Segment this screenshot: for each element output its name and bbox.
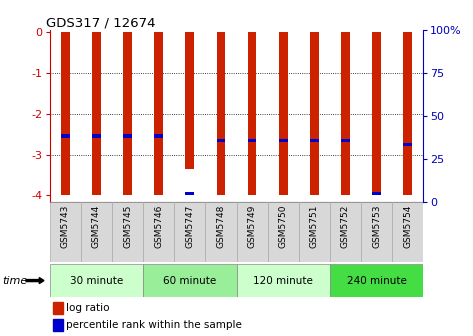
Text: GSM5752: GSM5752 <box>341 205 350 248</box>
Bar <box>403 143 412 146</box>
Text: GSM5754: GSM5754 <box>403 205 412 248</box>
Bar <box>112 202 143 262</box>
Bar <box>279 138 288 142</box>
Text: GSM5746: GSM5746 <box>154 205 163 248</box>
Text: GSM5750: GSM5750 <box>279 205 288 248</box>
Bar <box>61 134 70 138</box>
Bar <box>123 134 132 138</box>
Text: 240 minute: 240 minute <box>347 276 407 286</box>
Text: 120 minute: 120 minute <box>253 276 313 286</box>
Text: 30 minute: 30 minute <box>70 276 123 286</box>
Text: log ratio: log ratio <box>67 303 110 313</box>
Bar <box>236 202 268 262</box>
Text: time: time <box>2 276 27 286</box>
Bar <box>123 32 132 196</box>
Bar <box>299 202 330 262</box>
Bar <box>330 264 423 297</box>
Bar <box>372 192 381 195</box>
Bar <box>310 32 319 196</box>
Bar <box>185 32 194 169</box>
Bar <box>268 202 299 262</box>
Bar <box>53 319 63 331</box>
Bar <box>143 202 174 262</box>
Bar <box>154 134 163 138</box>
Bar <box>236 264 330 297</box>
Bar <box>143 264 236 297</box>
Bar <box>205 202 236 262</box>
Bar <box>341 138 350 142</box>
Bar <box>217 138 225 142</box>
Text: GSM5751: GSM5751 <box>310 205 319 248</box>
Text: percentile rank within the sample: percentile rank within the sample <box>67 320 242 330</box>
Bar <box>341 32 350 196</box>
Text: GDS317 / 12674: GDS317 / 12674 <box>46 16 156 29</box>
Bar <box>248 138 256 142</box>
Bar <box>92 32 101 196</box>
Bar <box>403 32 412 196</box>
Bar <box>361 202 392 262</box>
Bar <box>81 202 112 262</box>
Bar <box>174 202 205 262</box>
Bar <box>61 32 70 196</box>
Bar <box>53 302 63 314</box>
Bar <box>372 32 381 196</box>
Bar <box>154 32 163 196</box>
Bar <box>185 192 194 195</box>
Text: GSM5745: GSM5745 <box>123 205 132 248</box>
Text: GSM5748: GSM5748 <box>217 205 226 248</box>
Text: GSM5749: GSM5749 <box>247 205 256 248</box>
Text: GSM5744: GSM5744 <box>92 205 101 248</box>
Bar <box>50 264 143 297</box>
Text: 60 minute: 60 minute <box>163 276 217 286</box>
Bar <box>92 134 101 138</box>
Text: GSM5747: GSM5747 <box>185 205 194 248</box>
Bar <box>248 32 256 196</box>
Text: GSM5753: GSM5753 <box>372 205 381 248</box>
Bar <box>310 138 319 142</box>
Bar <box>330 202 361 262</box>
Text: GSM5743: GSM5743 <box>61 205 70 248</box>
Bar <box>392 202 423 262</box>
Bar <box>279 32 288 196</box>
Bar <box>50 202 81 262</box>
Bar <box>217 32 225 196</box>
